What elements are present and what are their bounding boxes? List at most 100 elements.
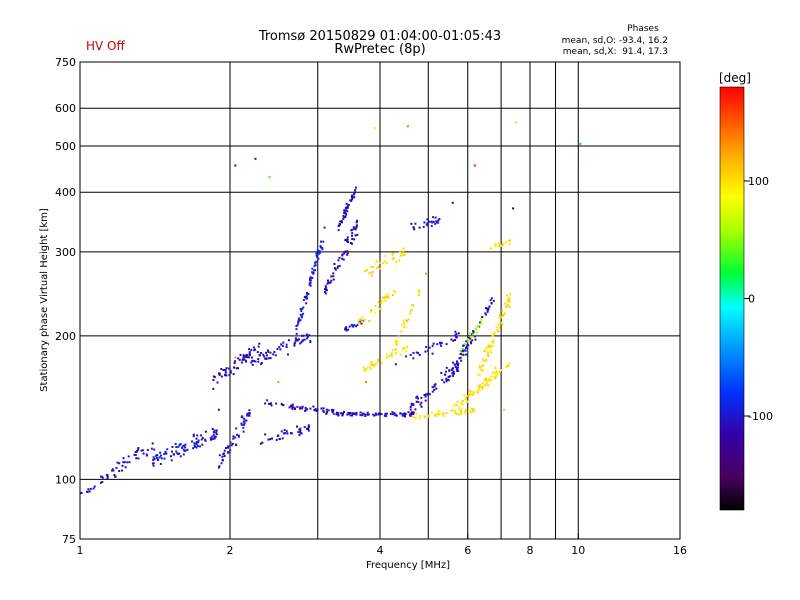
data-point <box>364 415 367 417</box>
data-point <box>321 247 324 249</box>
data-point <box>214 435 217 438</box>
data-point <box>454 403 457 406</box>
data-point <box>480 367 483 370</box>
data-point <box>285 343 288 346</box>
data-point <box>339 220 342 223</box>
data-point <box>486 353 489 356</box>
data-point <box>365 381 367 383</box>
data-point <box>371 270 374 273</box>
data-point <box>399 353 402 356</box>
data-point <box>485 358 488 361</box>
data-point <box>300 314 303 317</box>
data-point <box>295 332 298 335</box>
data-point <box>111 468 114 471</box>
data-point <box>392 289 395 292</box>
data-point <box>487 384 489 387</box>
data-point <box>351 198 353 201</box>
data-point <box>506 294 509 297</box>
data-point <box>309 284 312 287</box>
data-point <box>309 282 312 284</box>
data-point <box>409 406 412 409</box>
data-point <box>410 413 413 416</box>
data-point <box>333 263 336 265</box>
data-point <box>424 399 427 402</box>
data-point <box>209 437 212 440</box>
data-point <box>324 292 327 295</box>
data-point <box>454 363 457 366</box>
data-point <box>261 441 264 444</box>
data-point <box>249 353 251 356</box>
data-point <box>343 252 346 255</box>
data-point <box>122 461 125 464</box>
data-point <box>327 279 329 282</box>
data-point <box>242 420 245 423</box>
data-point <box>343 212 346 214</box>
x-axis-label: Frequency [MHz] <box>366 560 450 571</box>
phase-colorbar <box>720 87 744 510</box>
data-point <box>228 374 231 377</box>
data-point <box>508 300 511 303</box>
y-tick-label: 300 <box>55 246 76 259</box>
data-point <box>404 347 406 350</box>
data-point <box>441 379 444 381</box>
data-point <box>437 409 440 412</box>
data-point <box>373 414 376 417</box>
data-point <box>392 256 395 259</box>
data-point <box>220 462 223 465</box>
colorbar-tick-label: -100 <box>748 410 773 423</box>
data-point <box>316 253 319 256</box>
data-point <box>412 357 415 360</box>
data-point <box>322 409 325 412</box>
data-point <box>501 309 504 312</box>
data-point <box>92 487 95 490</box>
data-point <box>346 250 349 253</box>
data-point <box>415 412 418 415</box>
data-point <box>301 339 304 342</box>
data-point <box>222 453 225 455</box>
data-point <box>352 325 355 328</box>
data-point <box>311 267 314 270</box>
data-point <box>243 423 246 426</box>
data-point <box>459 410 462 413</box>
data-point <box>309 279 312 282</box>
data-point <box>343 411 345 413</box>
data-point <box>454 366 457 368</box>
data-point <box>480 323 483 326</box>
data-point <box>361 316 364 319</box>
data-point <box>370 308 373 311</box>
data-point <box>416 395 419 398</box>
data-point <box>347 413 350 416</box>
data-point <box>215 433 218 436</box>
data-point <box>498 314 501 317</box>
data-point <box>370 364 372 367</box>
data-point <box>459 356 462 359</box>
data-point <box>153 458 156 461</box>
data-point <box>509 293 512 296</box>
data-point <box>465 401 468 404</box>
data-point <box>479 369 482 372</box>
y-tick-labels: 75 100 200 300 400 500 600 750 <box>55 56 76 546</box>
data-point <box>233 362 236 365</box>
data-point <box>507 365 510 368</box>
data-point <box>325 411 328 414</box>
data-point <box>418 417 421 420</box>
data-point <box>484 348 487 351</box>
data-point <box>227 446 229 449</box>
data-point <box>352 412 355 415</box>
data-point <box>425 393 428 396</box>
data-point <box>476 325 479 328</box>
data-point <box>281 437 284 440</box>
data-point <box>401 348 404 351</box>
data-point <box>443 415 445 418</box>
data-point <box>412 411 415 414</box>
data-point <box>111 469 113 472</box>
data-point <box>350 229 353 232</box>
data-point <box>369 361 372 364</box>
data-point <box>366 411 369 414</box>
data-point <box>302 312 305 315</box>
data-point <box>232 373 235 376</box>
data-point <box>417 397 420 400</box>
data-point <box>248 409 251 412</box>
data-point <box>327 409 330 412</box>
data-point <box>356 233 359 236</box>
